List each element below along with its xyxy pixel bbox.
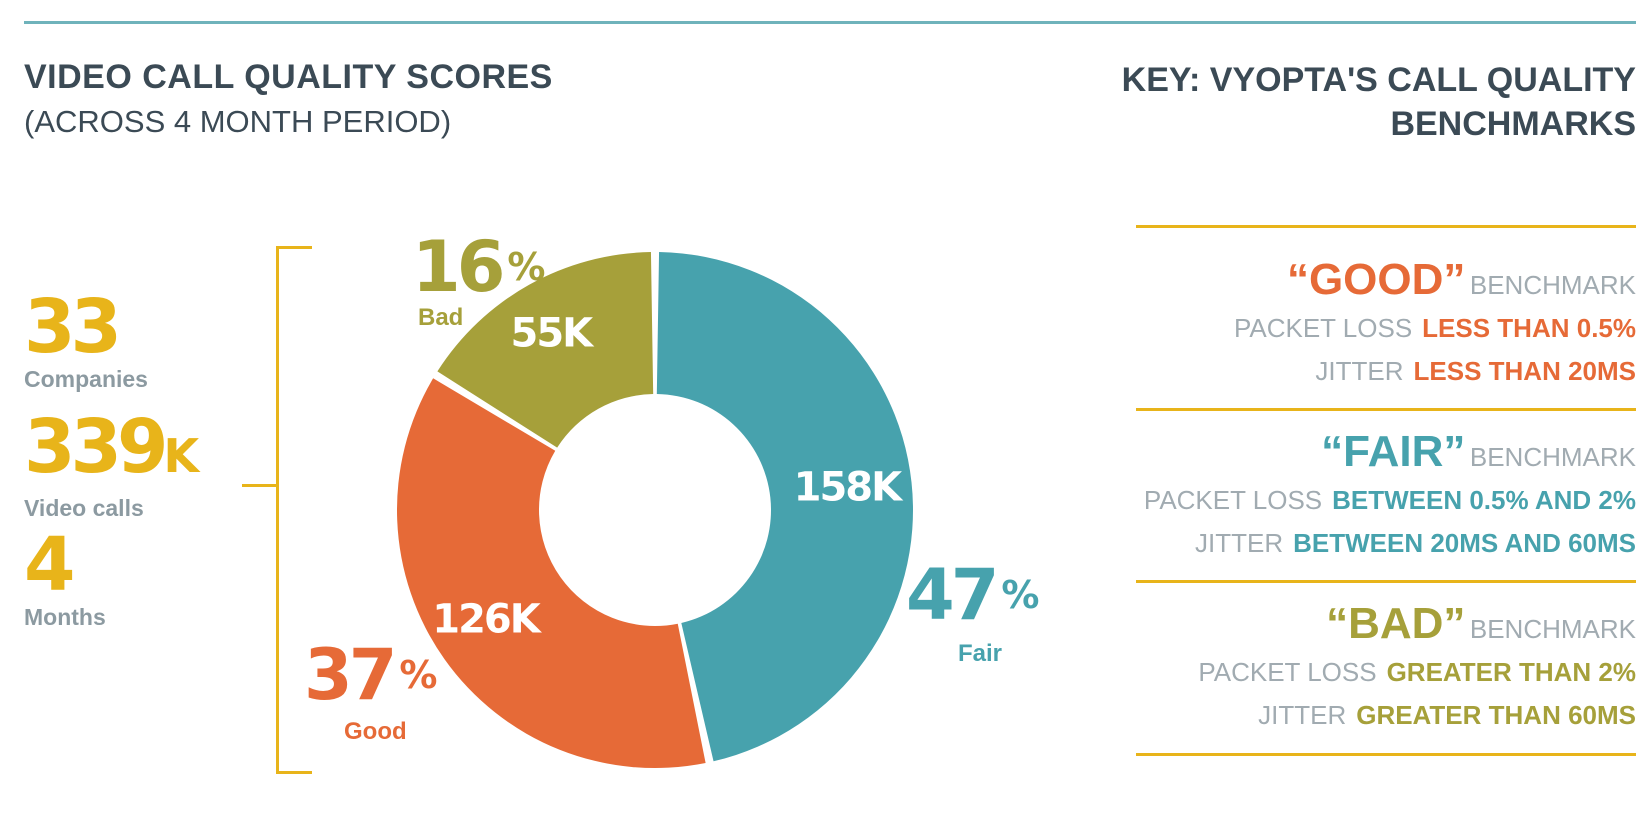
good-packet-loss-value: LESS THAN 0.5%: [1422, 313, 1636, 343]
good-jitter-row: JITTER LESS THAN 20MS: [1315, 356, 1637, 386]
good-benchmark-heading: “GOOD” BENCHMARK: [1287, 255, 1636, 305]
donut-value-label-good: 126K: [432, 597, 542, 643]
fair-benchmark-heading: “FAIR” BENCHMARK: [1321, 427, 1636, 477]
stat-months-value: 4: [24, 522, 75, 608]
key-title-line1: KEY: VYOPTA'S CALL QUALITY: [1121, 61, 1636, 99]
key-divider-1: [1136, 408, 1636, 411]
bracket-bottom: [276, 771, 312, 774]
key-divider-bottom: [1136, 753, 1636, 756]
page-subtitle: (ACROSS 4 MONTH PERIOD): [24, 104, 452, 139]
fair-percentage: 47%: [906, 554, 1040, 636]
donut-slice-bad: [437, 252, 654, 448]
good-benchmark-word: BENCHMARK: [1469, 270, 1636, 300]
good-jitter-value: LESS THAN 20MS: [1413, 356, 1637, 386]
key-divider-top: [1136, 225, 1636, 228]
fair-label: Fair: [958, 640, 1003, 667]
fair-benchmark-word: BENCHMARK: [1469, 442, 1636, 472]
bad-benchmark-heading: “BAD” BENCHMARK: [1326, 599, 1636, 649]
good-label: Good: [344, 718, 407, 745]
top-divider: [24, 21, 1636, 24]
key-title-line2: BENCHMARKS: [1390, 105, 1636, 143]
donut-value-label-fair: 158K: [794, 464, 904, 510]
good-benchmark-name: “GOOD”: [1286, 255, 1466, 304]
key-title: KEY: VYOPTA'S CALL QUALITY BENCHMARKS: [1122, 58, 1636, 146]
stat-companies-label: Companies: [24, 366, 148, 392]
good-packet-loss-row: PACKET LOSS LESS THAN 0.5%: [1233, 313, 1636, 343]
bad-packet-loss-row: PACKET LOSS GREATER THAN 2%: [1198, 657, 1636, 687]
donut-value-label-bad: 55K: [510, 311, 595, 357]
fair-packet-loss-row: PACKET LOSS BETWEEN 0.5% AND 2%: [1143, 485, 1636, 515]
stat-months: 4 Months: [24, 528, 106, 631]
fair-jitter-value: BETWEEN 20MS AND 60MS: [1293, 528, 1636, 558]
stat-calls-value: 339K: [24, 404, 199, 490]
stat-months-label: Months: [24, 604, 106, 630]
key-divider-2: [1136, 580, 1636, 583]
fair-jitter-row: JITTER BETWEEN 20MS AND 60MS: [1195, 528, 1636, 558]
bad-jitter-row: JITTER GREATER THAN 60MS: [1258, 700, 1636, 730]
bad-packet-loss-value: GREATER THAN 2%: [1386, 657, 1636, 687]
bracket-line: [276, 246, 279, 774]
fair-benchmark-name: “FAIR”: [1321, 427, 1466, 476]
stat-companies: 33 Companies: [24, 290, 148, 393]
stat-companies-value: 33: [24, 284, 122, 370]
donut-slice-fair: [656, 252, 913, 762]
bracket-connector: [242, 484, 278, 487]
good-percentage: 37%: [304, 634, 438, 716]
fair-packet-loss-value: BETWEEN 0.5% AND 2%: [1332, 485, 1636, 515]
donut-slice-good: [396, 378, 706, 769]
bad-benchmark-word: BENCHMARK: [1469, 614, 1636, 644]
bracket-top: [276, 246, 312, 249]
bad-percentage: 16%: [412, 226, 546, 308]
stat-calls: 339K Video calls: [24, 404, 199, 522]
bad-jitter-value: GREATER THAN 60MS: [1356, 700, 1636, 730]
bad-benchmark-name: “BAD”: [1326, 599, 1466, 648]
bad-label: Bad: [418, 304, 464, 331]
stat-calls-label: Video calls: [24, 495, 144, 521]
page-title: VIDEO CALL QUALITY SCORES: [24, 58, 553, 96]
